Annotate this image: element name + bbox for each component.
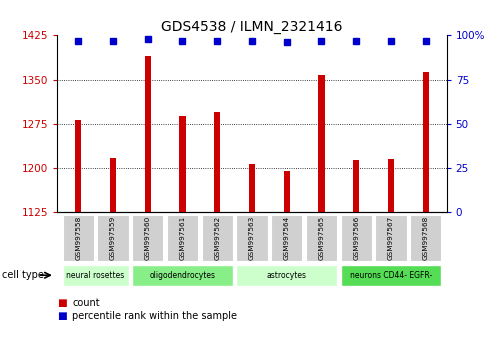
Text: cell type: cell type [2, 270, 44, 280]
Bar [410, 215, 442, 262]
Bar [167, 215, 198, 262]
Text: GSM997563: GSM997563 [249, 216, 255, 260]
Bar [341, 215, 372, 262]
Bar [179, 116, 186, 212]
Bar [237, 265, 337, 286]
Bar [62, 215, 94, 262]
Text: GSM997559: GSM997559 [110, 216, 116, 260]
Bar [318, 75, 325, 212]
Bar [306, 215, 337, 262]
Bar [423, 72, 429, 212]
Bar [283, 171, 290, 212]
Bar [62, 265, 129, 286]
Bar [145, 56, 151, 212]
Text: percentile rank within the sample: percentile rank within the sample [72, 311, 238, 321]
Bar [132, 265, 233, 286]
Text: GSM997565: GSM997565 [318, 216, 324, 260]
Bar [388, 159, 394, 212]
Text: neural rosettes: neural rosettes [66, 271, 125, 280]
Title: GDS4538 / ILMN_2321416: GDS4538 / ILMN_2321416 [161, 21, 343, 34]
Text: GSM997567: GSM997567 [388, 216, 394, 260]
Text: GSM997558: GSM997558 [75, 216, 81, 260]
Text: GSM997562: GSM997562 [214, 216, 220, 260]
Text: neurons CD44- EGFR-: neurons CD44- EGFR- [350, 271, 432, 280]
Bar [353, 160, 359, 212]
Text: GSM997568: GSM997568 [423, 216, 429, 260]
Bar [249, 164, 255, 212]
Bar [202, 215, 233, 262]
Bar [132, 215, 163, 262]
Bar [214, 112, 221, 212]
Text: ■: ■ [57, 298, 67, 308]
Text: oligodendrocytes: oligodendrocytes [150, 271, 216, 280]
Bar [271, 215, 302, 262]
Bar [110, 158, 116, 212]
Text: GSM997566: GSM997566 [353, 216, 359, 260]
Text: ■: ■ [57, 311, 67, 321]
Bar [341, 265, 442, 286]
Bar [237, 215, 267, 262]
Text: GSM997564: GSM997564 [284, 216, 290, 260]
Bar [97, 215, 129, 262]
Bar [75, 120, 81, 212]
Bar [375, 215, 407, 262]
Text: astrocytes: astrocytes [267, 271, 307, 280]
Text: count: count [72, 298, 100, 308]
Text: GSM997560: GSM997560 [145, 216, 151, 260]
Text: GSM997561: GSM997561 [180, 216, 186, 260]
